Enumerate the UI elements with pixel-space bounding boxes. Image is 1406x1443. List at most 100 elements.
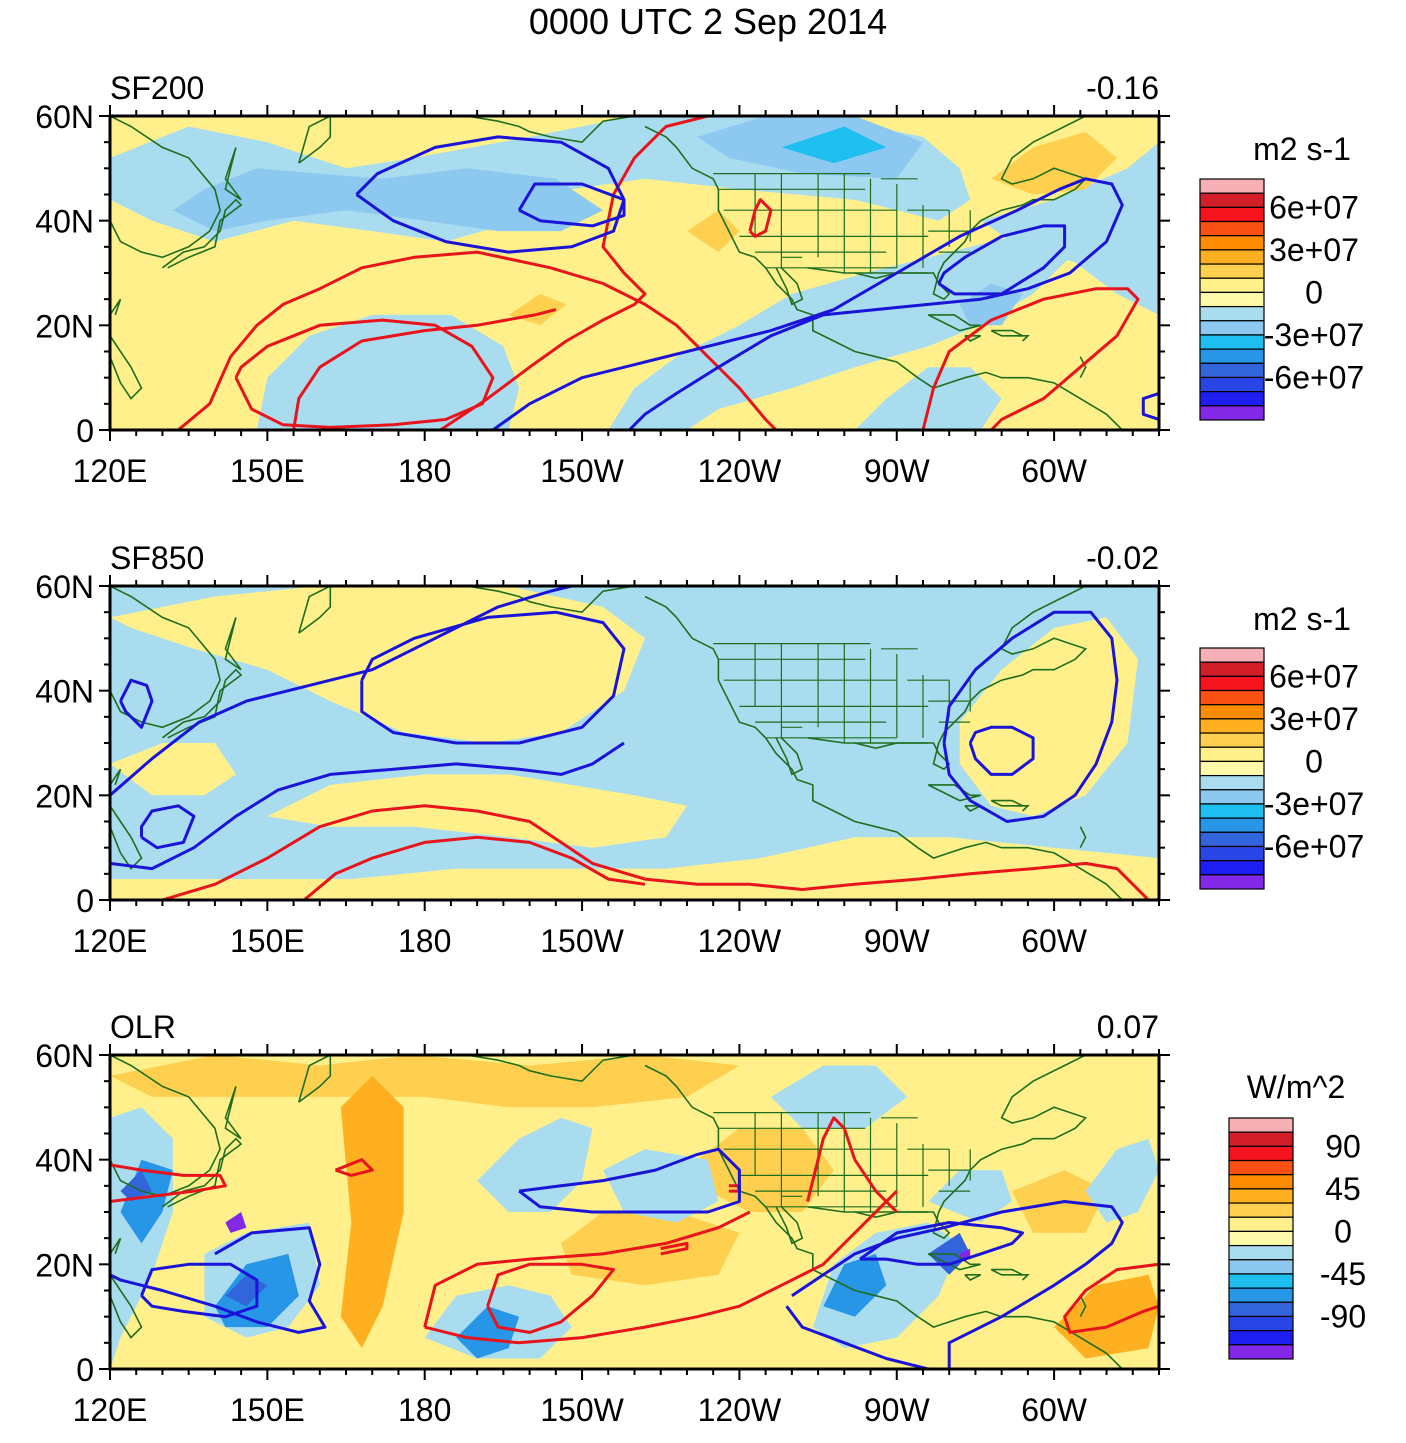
colorbar-swatch: [1199, 263, 1265, 279]
coastline: [110, 1274, 143, 1339]
panel-sf850: SF850 -0.02 120E 150E 180 150W 120W 90W 60W 0 20…: [35, 540, 1364, 959]
positive-contour: [1063, 1262, 1159, 1334]
colorbar-swatch: [1199, 405, 1265, 421]
field-anomaly-region: [603, 1149, 719, 1223]
panel-sf200: SF200 -0.16 120E 150E 180 150W 120W 90W 60W 0 20…: [35, 70, 1364, 489]
negative-contour: [110, 741, 625, 871]
positive-contour: [921, 287, 1140, 430]
colorbar-swatch: [1199, 689, 1265, 706]
x-tick-label: 60W: [1021, 453, 1088, 489]
colorbar-label: 0: [1305, 274, 1323, 310]
colorbar-swatch: [1199, 277, 1265, 294]
colorbar-swatch: [1199, 817, 1265, 833]
x-tick-label: 90W: [864, 1392, 931, 1428]
colorbar-swatch: [1228, 1330, 1294, 1346]
field-anomaly-region: [110, 743, 236, 796]
colorbar-swatch: [1228, 1131, 1294, 1147]
colorbar-swatch: [1228, 1230, 1294, 1247]
coastline: [775, 737, 804, 776]
colorbar-units: W/m^2: [1247, 1069, 1346, 1105]
colorbar-swatch: [1199, 235, 1265, 251]
colorbar-swatch: [1228, 1188, 1294, 1204]
colorbar-swatch: [1199, 675, 1265, 692]
colorbar-label: 3e+07: [1269, 701, 1359, 737]
colorbar: 6e+07 3e+07 0 -3e+07 -6e+07: [1199, 647, 1364, 890]
colorbar-label: 0: [1334, 1213, 1352, 1249]
coastline: [1017, 1274, 1030, 1281]
colorbar-swatch: [1199, 831, 1265, 848]
colorbar-swatch: [1199, 376, 1265, 393]
coastline: [298, 116, 332, 164]
colorbar-swatch: [1228, 1287, 1294, 1303]
x-tick-label: 150E: [230, 923, 305, 959]
positive-contour: [748, 198, 773, 238]
field-anomaly-region: [1085, 1138, 1159, 1223]
coastline: [224, 617, 242, 671]
x-tick-label: 60W: [1021, 1392, 1088, 1428]
positive-contour: [439, 116, 709, 430]
axis-ticks: 120E 150E 180 150W 120W 90W 60W 0 20N 40N 60N: [35, 569, 1170, 959]
coastline: [854, 1055, 1088, 1240]
coastline: [298, 586, 332, 634]
colorbar-swatch: [1199, 803, 1265, 819]
field-anomaly-region: [256, 314, 520, 430]
field-anomaly-region: [110, 1055, 740, 1108]
negative-contour: [785, 1200, 1124, 1369]
coastline: [807, 737, 929, 744]
colorbar-swatch: [1228, 1244, 1294, 1261]
colorbar-label: -45: [1320, 1256, 1366, 1292]
colorbar-swatch: [1199, 647, 1265, 663]
x-tick-label: 180: [398, 923, 451, 959]
coastline: [807, 1206, 929, 1213]
colorbar-swatch: [1199, 704, 1265, 720]
colorbar-label: 0: [1305, 743, 1323, 779]
coastline: [964, 1274, 982, 1281]
field-anomaly-region: [225, 1212, 247, 1233]
colorbar-label: 45: [1325, 1171, 1361, 1207]
colorbar-swatch: [1199, 192, 1265, 208]
positive-contour: [303, 835, 646, 900]
colorbar-label: -6e+07: [1264, 359, 1365, 395]
colorbar: 90 45 0 -45 -90: [1228, 1117, 1366, 1360]
coastline: [466, 116, 635, 144]
negative-contour: [492, 177, 1124, 430]
panel-value-label: -0.02: [1086, 540, 1159, 576]
negative-contour: [119, 678, 154, 729]
field-anomaly-region: [687, 210, 740, 253]
axis-ticks: 120E 150E 180 150W 120W 90W 60W 0 20N 40N 60N: [35, 1038, 1170, 1428]
field-anomaly-region: [959, 1248, 971, 1260]
colorbar-label: 90: [1325, 1128, 1361, 1164]
x-tick-label: 180: [398, 453, 451, 489]
y-tick-label: 40N: [35, 204, 94, 240]
x-tick-label: 120W: [698, 453, 782, 489]
coastline: [466, 586, 635, 614]
colorbar-swatch: [1199, 746, 1265, 763]
positive-contour: [424, 1190, 898, 1345]
colorbar-label: -3e+07: [1264, 317, 1365, 353]
coastline: [298, 1055, 332, 1103]
colorbar-label: 3e+07: [1269, 232, 1359, 268]
colorbar-swatch: [1199, 789, 1265, 805]
coastline: [224, 1086, 242, 1140]
coastline: [775, 267, 804, 306]
field-anomaly-region: [823, 1253, 887, 1317]
colorbar-swatch: [1199, 334, 1265, 350]
colorbar-swatch: [1199, 774, 1265, 791]
positive-contour: [806, 1116, 898, 1214]
coastline: [110, 1055, 221, 1198]
x-tick-label: 120E: [73, 453, 148, 489]
colorbar-swatch: [1199, 845, 1265, 862]
colorbar-swatch: [1199, 206, 1265, 223]
coastlines: [110, 586, 1123, 900]
field-anomaly-region: [172, 168, 603, 232]
x-tick-label: 150W: [540, 923, 624, 959]
x-tick-label: 120W: [698, 923, 782, 959]
negative-contour: [518, 1147, 741, 1214]
coastline: [927, 1253, 981, 1271]
colorbar-swatch: [1199, 760, 1265, 777]
coastline: [1079, 1295, 1087, 1318]
colorbar-swatch: [1199, 305, 1265, 322]
colorbar-units: m2 s-1: [1253, 601, 1351, 637]
positive-contour: [334, 1158, 374, 1177]
field-anomaly-region: [120, 1170, 152, 1202]
